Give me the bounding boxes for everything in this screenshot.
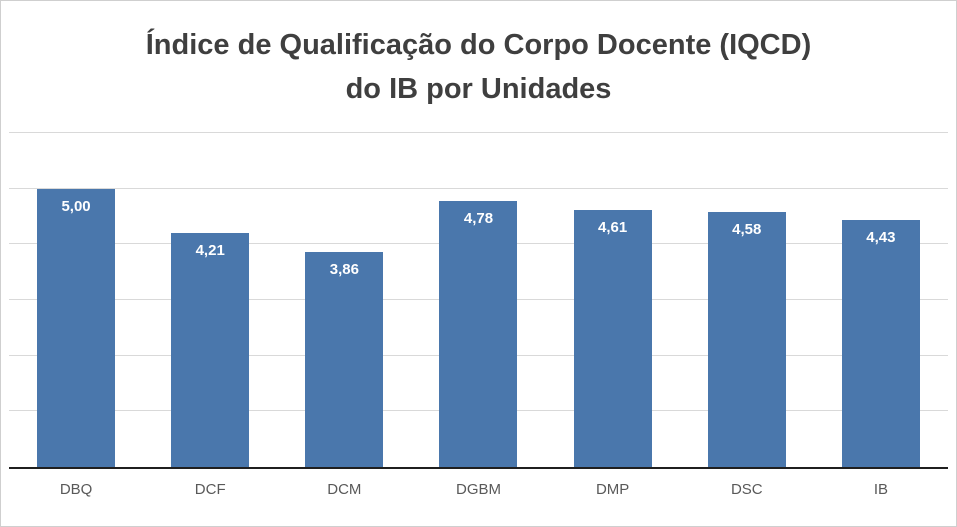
plot-area: 5,00 4,21 3,86 4,78 4,61 4,58 4,43 [9,132,948,469]
bar-column-dgbm: 4,78 [411,133,545,467]
chart-title-line2: do IB por Unidades [345,73,612,105]
bar-value-label: 4,61 [598,219,628,237]
bar-dcf: 4,21 [171,232,250,467]
x-axis-label-ib: IB [873,481,888,498]
gridline [9,187,948,189]
chart-title: Índice de Qualificação do Corpo Docente … [1,23,956,111]
x-axis-label-dcm: DCM [327,481,362,498]
x-axis-label-dgbm: DGBM [455,481,501,498]
x-axis-label-dbq: DBQ [59,481,93,498]
bar-column-dcf: 4,21 [143,133,277,467]
bar-value-label: 3,86 [329,261,359,279]
bar-value-label: 4,58 [732,221,762,239]
bar-value-label: 5,00 [61,197,91,215]
bar-dcm: 3,86 [305,252,384,467]
x-axis-label-dsc: DSC [730,481,763,498]
bar-value-label: 4,78 [463,209,494,227]
x-axis-label-dcf: DCF [194,481,226,498]
bars: 5,00 4,21 3,86 4,78 4,61 4,58 4,43 [9,133,948,467]
x-axis-labels: DBQ DCF DCM DGBM DMP DSC IB [9,481,948,498]
bar-dmp: 4,61 [573,210,652,467]
chart-title-line1: Índice de Qualificação do Corpo Docente … [145,29,812,61]
bar-dbq: 5,00 [37,188,116,467]
bar-column-dbq: 5,00 [9,133,143,467]
bar-column-dmp: 4,61 [546,133,680,467]
bar-dgbm: 4,78 [439,200,518,467]
bar-column-dsc: 4,58 [680,133,814,467]
bar-dsc: 4,58 [707,212,786,467]
x-axis-label-dmp: DMP [595,481,630,498]
bar-column-ib: 4,43 [814,133,948,467]
bar-value-label: 4,43 [866,229,896,247]
bar-ib: 4,43 [841,220,920,467]
bar-value-label: 4,21 [195,241,225,259]
gridline [9,132,948,133]
bar-column-dcm: 3,86 [277,133,411,467]
